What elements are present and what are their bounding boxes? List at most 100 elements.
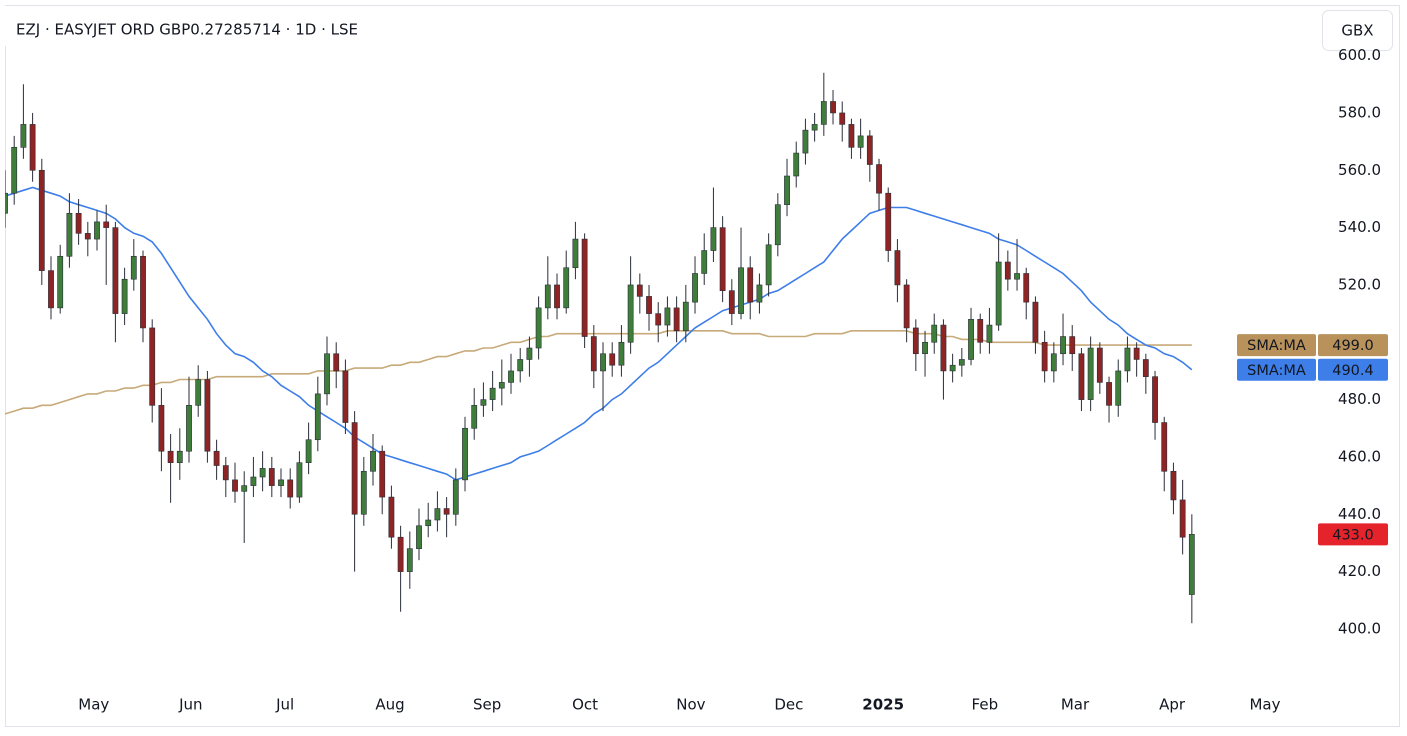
candle-body [526, 347, 533, 360]
candle-body [498, 382, 505, 389]
candle-body [581, 238, 588, 337]
x-tick-label: Jun [178, 696, 202, 714]
y-tick-label: 400.0 [1338, 619, 1381, 637]
candle-body [517, 359, 524, 372]
candle-body [839, 112, 846, 125]
x-tick-label: Aug [375, 696, 404, 714]
candle-body [977, 319, 984, 343]
candle-body [250, 476, 257, 486]
candle-body [793, 152, 800, 177]
candle-body [75, 212, 82, 234]
candle-body [158, 405, 165, 452]
badge-value-box [1318, 334, 1388, 357]
candle-body [738, 267, 744, 314]
badge-value: 499.0 [1332, 338, 1374, 354]
candle-body [1133, 347, 1140, 360]
candle-body [84, 233, 91, 240]
candle-body [508, 370, 514, 383]
candle-body [140, 255, 146, 329]
candle-body [241, 485, 248, 492]
currency-label[interactable]: GBX [1341, 22, 1373, 40]
candle-body [774, 204, 781, 246]
candle-body [544, 284, 551, 309]
candle-body [57, 255, 64, 309]
candle-body [885, 192, 892, 251]
candle-body [1032, 301, 1039, 343]
candle-body [11, 147, 18, 194]
candle-body [360, 470, 367, 515]
y-tick-label: 480.0 [1338, 390, 1381, 408]
candle-body [471, 405, 478, 429]
candle-body [232, 479, 238, 492]
candle-body [20, 124, 27, 148]
candle-body [535, 307, 542, 349]
candle-body [682, 301, 689, 332]
candle-body [719, 227, 726, 291]
candle-body [1069, 336, 1076, 355]
candle-body [710, 227, 717, 251]
candle-body [1170, 470, 1177, 501]
y-tick-label: 420.0 [1338, 562, 1381, 580]
candle-body [830, 101, 836, 114]
candle-body [1142, 359, 1149, 377]
x-tick-label: May [78, 696, 109, 714]
y-tick-label: 440.0 [1338, 505, 1381, 523]
currency-button[interactable] [1322, 10, 1393, 51]
y-tick-label: 460.0 [1338, 447, 1381, 465]
chart-frame [5, 5, 1400, 727]
x-tick-label: Nov [676, 696, 705, 714]
candle-body [1115, 370, 1122, 406]
candle-body [820, 101, 827, 125]
badge-value-box [1318, 358, 1388, 381]
candle-body [94, 221, 100, 240]
candle-body [480, 399, 487, 406]
candle-body [296, 462, 303, 498]
badge-name-box [1237, 334, 1316, 357]
x-tick-label: 2025 [862, 696, 904, 714]
x-tick-label: Jul [275, 696, 294, 714]
candle-body [958, 359, 965, 366]
sma-line [5, 186, 1193, 481]
x-tick-label: Dec [774, 696, 803, 714]
y-tick-label: 520.0 [1338, 275, 1381, 293]
candle-body [1124, 347, 1131, 372]
candle-body [1106, 382, 1112, 406]
y-tick-label: 560.0 [1338, 161, 1381, 179]
candle-body [949, 364, 956, 372]
candle-body [195, 379, 202, 406]
candle-body [186, 405, 192, 452]
candle-body [636, 284, 643, 297]
price-badge-value: 433.0 [1332, 527, 1374, 543]
candle-body [222, 465, 229, 481]
plot-area [5, 72, 1195, 624]
candle-body [572, 238, 579, 269]
candle-body [103, 221, 110, 228]
candle-body [995, 261, 1002, 326]
price-badge-box [1318, 523, 1388, 546]
candle-body [1023, 273, 1030, 303]
candle-body [370, 450, 376, 472]
header-band [0, 6, 1300, 46]
y-tick-label: 600.0 [1338, 46, 1381, 64]
candle-body [149, 327, 156, 406]
candle-body [406, 548, 413, 572]
candle-body [130, 255, 137, 280]
candle-body [618, 341, 625, 366]
x-tick-label: Mar [1061, 696, 1090, 714]
candle-body [590, 336, 597, 372]
candle-body [462, 427, 468, 481]
candle-body [655, 313, 662, 326]
y-tick-label: 580.0 [1338, 103, 1381, 121]
chart-title: EZJ · EASYJET ORD GBP0.27285714 · 1D · L… [16, 21, 358, 39]
candle-body [379, 450, 386, 498]
badge-name: SMA:MA [1247, 363, 1306, 379]
candle-body [940, 324, 947, 372]
candle-body [213, 450, 220, 466]
candle-body [1078, 353, 1085, 400]
candle-body [931, 324, 938, 343]
candle-body [351, 422, 358, 515]
candle-body [268, 468, 275, 486]
x-tick-label: Apr [1159, 696, 1186, 714]
candle-body [811, 124, 818, 131]
candle-body [5, 192, 8, 214]
